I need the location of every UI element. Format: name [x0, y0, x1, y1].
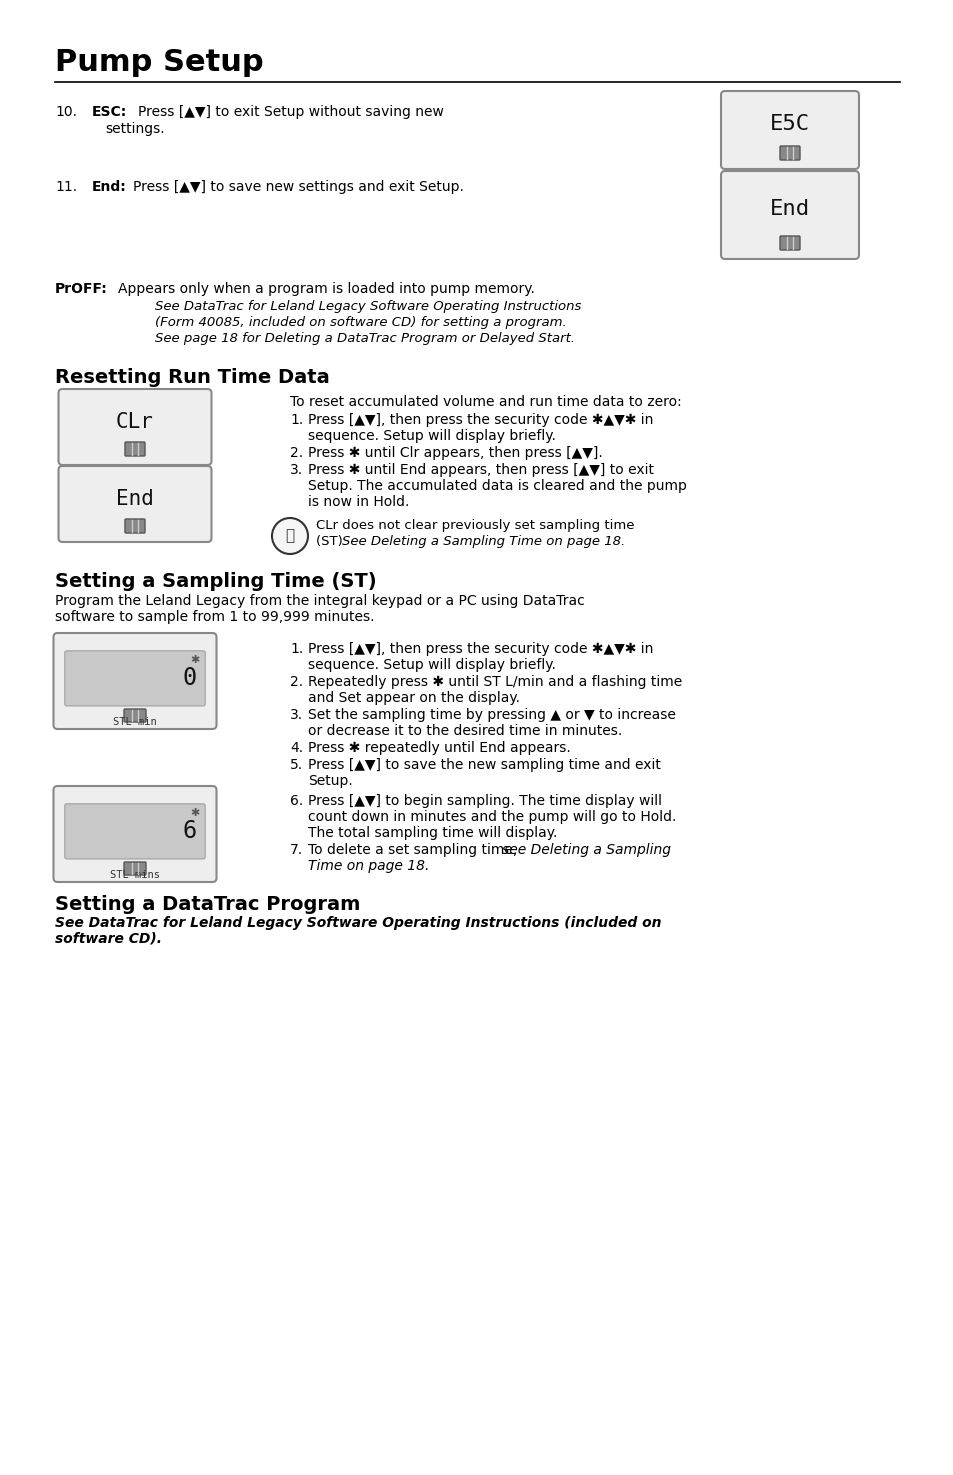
- Text: and Set appear on the display.: and Set appear on the display.: [308, 690, 519, 705]
- Text: sequence. Setup will display briefly.: sequence. Setup will display briefly.: [308, 429, 556, 442]
- Text: Press [▲▼], then press the security code ✱▲▼✱ in: Press [▲▼], then press the security code…: [308, 413, 653, 426]
- Text: PrOFF:: PrOFF:: [55, 282, 108, 296]
- Text: Setting a Sampling Time (ST): Setting a Sampling Time (ST): [55, 572, 376, 591]
- Text: End:: End:: [91, 180, 127, 195]
- Text: End: End: [116, 488, 153, 509]
- Text: See DataTrac for Leland Legacy Software Operating Instructions: See DataTrac for Leland Legacy Software …: [154, 299, 580, 313]
- Text: see Deleting a Sampling: see Deleting a Sampling: [501, 844, 670, 857]
- Text: 📋: 📋: [285, 528, 294, 543]
- Text: 0: 0: [183, 667, 197, 690]
- Text: 1.: 1.: [290, 413, 303, 426]
- Text: Press [▲▼] to save the new sampling time and exit: Press [▲▼] to save the new sampling time…: [308, 758, 660, 771]
- Text: To delete a set sampling time,: To delete a set sampling time,: [308, 844, 521, 857]
- Text: STL mins: STL mins: [110, 870, 160, 881]
- Text: software to sample from 1 to 99,999 minutes.: software to sample from 1 to 99,999 minu…: [55, 611, 375, 624]
- Text: Appears only when a program is loaded into pump memory.: Appears only when a program is loaded in…: [118, 282, 535, 296]
- Text: Press [▲▼], then press the security code ✱▲▼✱ in: Press [▲▼], then press the security code…: [308, 642, 653, 656]
- Text: sequence. Setup will display briefly.: sequence. Setup will display briefly.: [308, 658, 556, 673]
- Text: 2.: 2.: [290, 445, 303, 460]
- Text: Press ✱ until Clr appears, then press [▲▼].: Press ✱ until Clr appears, then press [▲…: [308, 445, 602, 460]
- FancyBboxPatch shape: [58, 389, 212, 465]
- Text: 4.: 4.: [290, 740, 303, 755]
- Text: Press [▲▼] to exit Setup without saving new: Press [▲▼] to exit Setup without saving …: [138, 105, 443, 119]
- Text: CLr does not clear previously set sampling time: CLr does not clear previously set sampli…: [315, 519, 634, 532]
- Text: See DataTrac for Leland Legacy Software Operating Instructions (included on: See DataTrac for Leland Legacy Software …: [55, 916, 660, 931]
- Text: Press ✱ until End appears, then press [▲▼] to exit: Press ✱ until End appears, then press [▲…: [308, 463, 654, 476]
- Text: Setting a DataTrac Program: Setting a DataTrac Program: [55, 895, 360, 914]
- FancyBboxPatch shape: [780, 236, 800, 249]
- FancyBboxPatch shape: [58, 466, 212, 541]
- Text: ✱: ✱: [190, 655, 199, 665]
- Text: Setup. The accumulated data is cleared and the pump: Setup. The accumulated data is cleared a…: [308, 479, 686, 493]
- Text: 5.: 5.: [290, 758, 303, 771]
- FancyBboxPatch shape: [65, 650, 205, 707]
- FancyBboxPatch shape: [53, 786, 216, 882]
- Text: 3.: 3.: [290, 463, 303, 476]
- Text: The total sampling time will display.: The total sampling time will display.: [308, 826, 557, 839]
- Text: 10.: 10.: [55, 105, 77, 119]
- Text: (ST).: (ST).: [315, 535, 351, 549]
- Text: ESC:: ESC:: [91, 105, 127, 119]
- Text: 1.: 1.: [290, 642, 303, 656]
- FancyBboxPatch shape: [780, 146, 800, 159]
- FancyBboxPatch shape: [124, 709, 146, 721]
- FancyBboxPatch shape: [65, 804, 205, 858]
- Text: To reset accumulated volume and run time data to zero:: To reset accumulated volume and run time…: [290, 395, 681, 409]
- Text: Repeatedly press ✱ until ST L/min and a flashing time: Repeatedly press ✱ until ST L/min and a …: [308, 676, 681, 689]
- Text: software CD).: software CD).: [55, 932, 162, 945]
- Text: 3.: 3.: [290, 708, 303, 721]
- Circle shape: [272, 518, 308, 555]
- Text: 11.: 11.: [55, 180, 77, 195]
- Text: See Deleting a Sampling Time on page 18.: See Deleting a Sampling Time on page 18.: [341, 535, 624, 549]
- Text: is now in Hold.: is now in Hold.: [308, 496, 409, 509]
- Text: Setup.: Setup.: [308, 774, 353, 788]
- Text: See page 18 for Deleting a DataTrac Program or Delayed Start.: See page 18 for Deleting a DataTrac Prog…: [154, 332, 575, 345]
- Text: E5C: E5C: [769, 115, 809, 134]
- Text: Time on page 18.: Time on page 18.: [308, 858, 429, 873]
- Text: End: End: [769, 199, 809, 218]
- Text: 6: 6: [183, 819, 197, 844]
- FancyBboxPatch shape: [125, 442, 145, 456]
- FancyBboxPatch shape: [53, 633, 216, 729]
- Text: Press [▲▼] to save new settings and exit Setup.: Press [▲▼] to save new settings and exit…: [132, 180, 463, 195]
- Text: Program the Leland Legacy from the integral keypad or a PC using DataTrac: Program the Leland Legacy from the integ…: [55, 594, 584, 608]
- Text: or decrease it to the desired time in minutes.: or decrease it to the desired time in mi…: [308, 724, 621, 738]
- Text: ✱: ✱: [190, 808, 199, 817]
- Text: Resetting Run Time Data: Resetting Run Time Data: [55, 367, 330, 386]
- Text: Set the sampling time by pressing ▲ or ▼ to increase: Set the sampling time by pressing ▲ or ▼…: [308, 708, 675, 721]
- Text: 2.: 2.: [290, 676, 303, 689]
- Text: (Form 40085, included on software CD) for setting a program.: (Form 40085, included on software CD) fo…: [154, 316, 566, 329]
- Text: count down in minutes and the pump will go to Hold.: count down in minutes and the pump will …: [308, 810, 676, 825]
- FancyBboxPatch shape: [124, 861, 146, 875]
- FancyBboxPatch shape: [125, 519, 145, 532]
- Text: Press ✱ repeatedly until End appears.: Press ✱ repeatedly until End appears.: [308, 740, 570, 755]
- Text: 7.: 7.: [290, 844, 303, 857]
- Text: settings.: settings.: [105, 122, 165, 136]
- Text: 6.: 6.: [290, 794, 303, 808]
- Text: Pump Setup: Pump Setup: [55, 49, 263, 77]
- Text: Press [▲▼] to begin sampling. The time display will: Press [▲▼] to begin sampling. The time d…: [308, 794, 661, 808]
- FancyBboxPatch shape: [720, 171, 858, 260]
- Text: STL min: STL min: [113, 717, 156, 727]
- Text: CLr: CLr: [116, 412, 153, 432]
- FancyBboxPatch shape: [720, 91, 858, 170]
